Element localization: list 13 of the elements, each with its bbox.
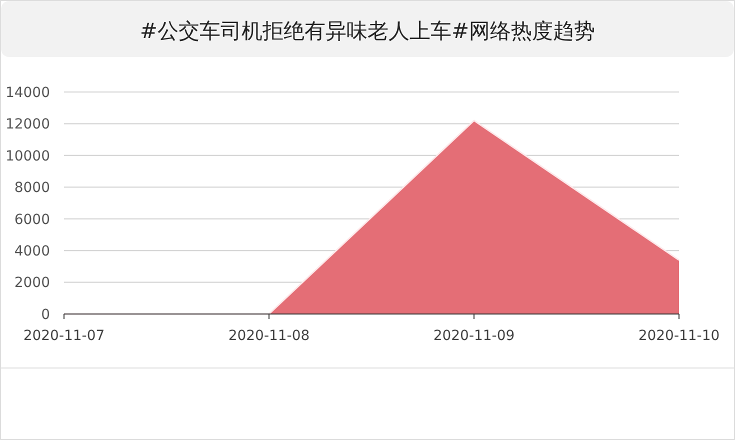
y-tick-label: 4000: [14, 243, 50, 260]
x-tick-label: 2020-11-09: [433, 328, 515, 344]
chart-title: #公交车司机拒绝有异味老人上车#网络热度趋势: [140, 19, 596, 43]
y-tick-label: 14000: [5, 84, 50, 101]
y-tick-label: 10000: [5, 148, 50, 164]
y-tick-label: 8000: [14, 180, 50, 196]
x-tick-label: 2020-11-07: [23, 328, 105, 344]
y-tick-label: 0: [41, 306, 50, 323]
x-tick-label: 2020-11-10: [638, 328, 720, 344]
y-tick-label: 12000: [5, 116, 50, 133]
y-tick-label: 6000: [14, 212, 50, 228]
x-tick-label: 2020-11-08: [228, 328, 310, 344]
y-tick-label: 2000: [14, 275, 50, 292]
